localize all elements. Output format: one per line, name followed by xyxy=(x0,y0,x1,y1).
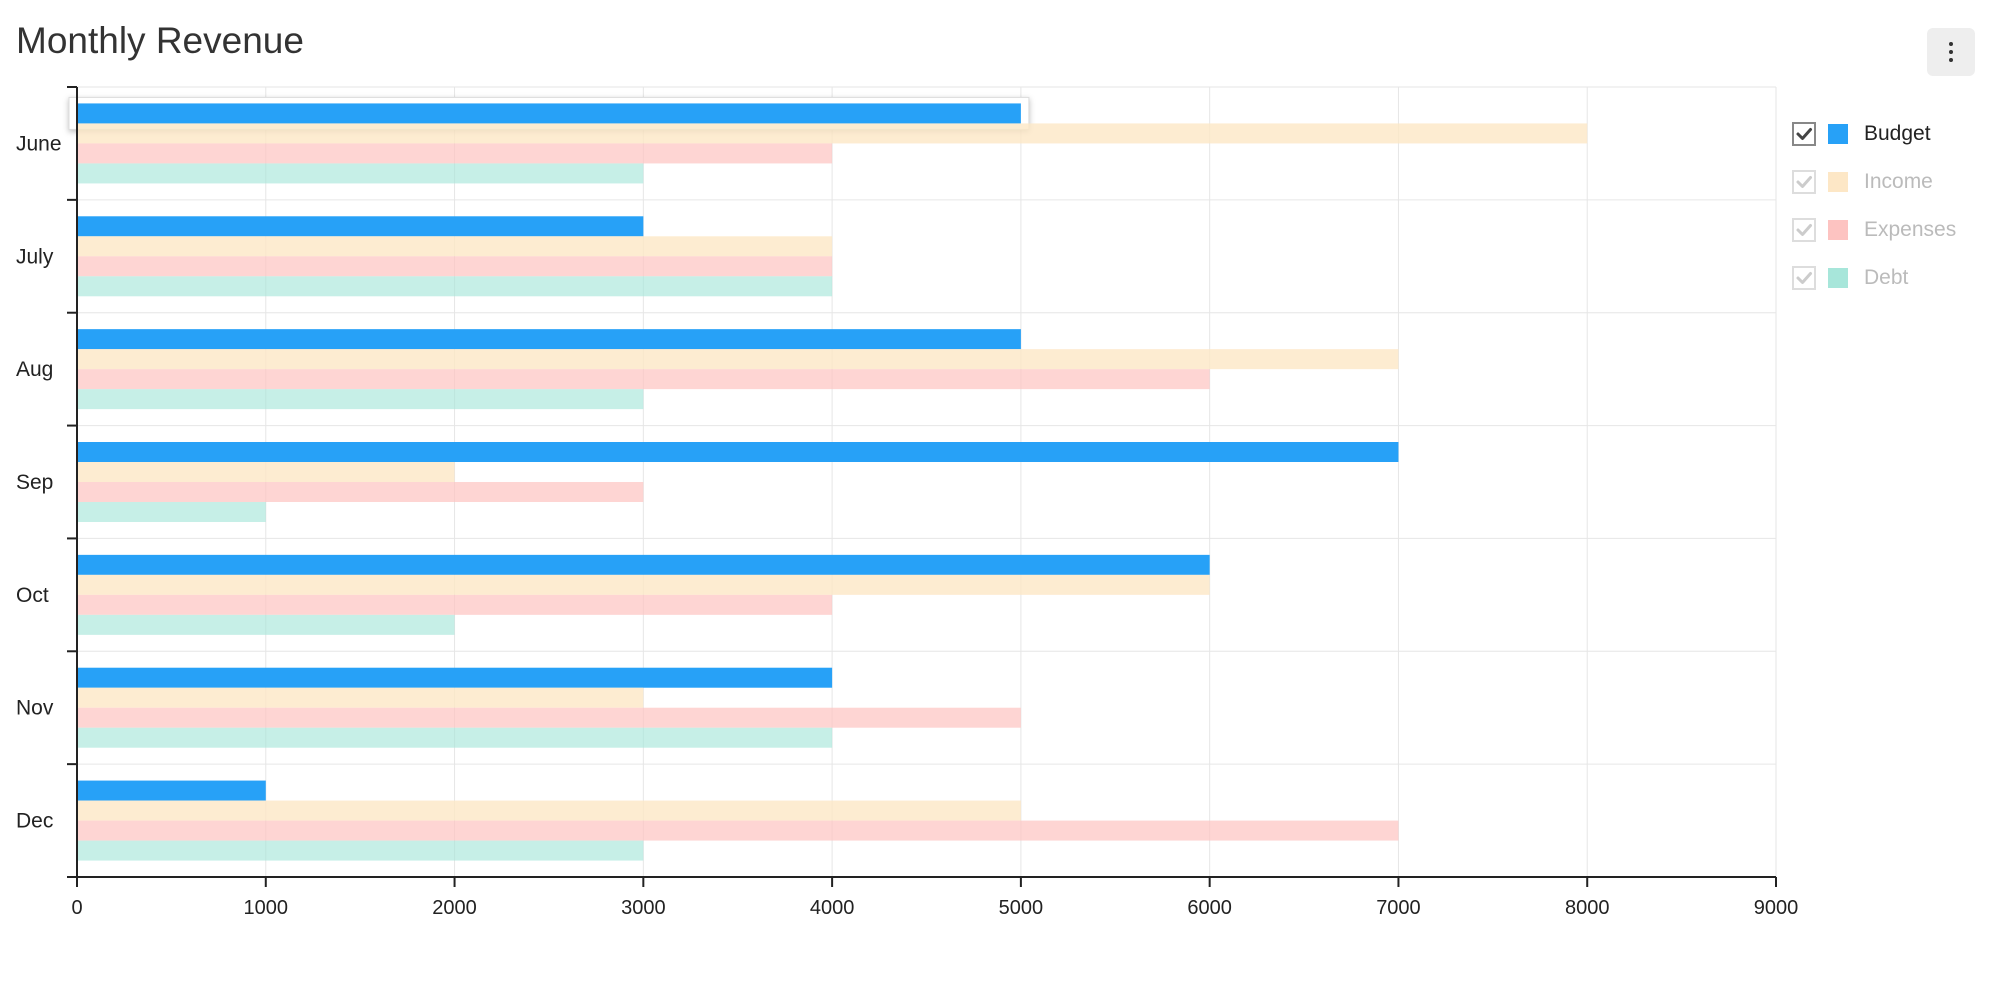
chart-title: Monthly Revenue xyxy=(16,20,304,61)
legend-item-income[interactable]: Income xyxy=(1792,158,1956,206)
legend-label: Expenses xyxy=(1864,218,1957,241)
bar-debt-sep xyxy=(77,502,266,522)
bar-debt-aug xyxy=(77,389,644,410)
bar-expenses-oct xyxy=(77,594,833,615)
bar-budget-nov xyxy=(77,667,833,688)
x-tick-label: 9000 xyxy=(1754,897,1799,919)
checkmark-icon[interactable] xyxy=(1792,122,1816,146)
x-tick-label: 7000 xyxy=(1376,897,1421,919)
bar-expenses-nov xyxy=(77,707,1021,728)
checkmark-icon[interactable] xyxy=(1792,170,1816,194)
bar-debt-june xyxy=(77,163,644,184)
bar-debt-nov xyxy=(77,727,833,748)
bar-expenses-sep xyxy=(77,482,644,502)
chart-legend: Budget Income Expenses Debt xyxy=(1792,110,1956,302)
bar-budget-june xyxy=(77,103,1021,124)
bar-income-june xyxy=(77,123,1588,144)
x-tick-label: 4000 xyxy=(810,897,855,919)
bar-expenses-june xyxy=(77,143,833,164)
checkmark-icon[interactable] xyxy=(1792,266,1816,290)
bar-debt-july xyxy=(77,276,833,297)
y-category-label: July xyxy=(16,245,54,268)
y-category-label: Aug xyxy=(16,358,53,381)
y-category-label: June xyxy=(16,132,62,155)
legend-label: Debt xyxy=(1864,266,1909,289)
bar-income-dec xyxy=(77,800,1021,821)
bar-expenses-aug xyxy=(77,369,1210,390)
y-category-label: Sep xyxy=(16,471,53,494)
legend-swatch xyxy=(1828,268,1848,288)
bars xyxy=(68,96,1588,861)
legend-item-debt[interactable]: Debt xyxy=(1792,254,1956,302)
x-tick-label: 1000 xyxy=(244,897,289,919)
x-tick-label: 8000 xyxy=(1565,897,1610,919)
bar-budget-july xyxy=(77,216,644,237)
bar-income-nov xyxy=(77,687,644,708)
legend-swatch xyxy=(1828,172,1848,192)
chart-menu-button[interactable] xyxy=(1927,28,1975,76)
x-tick-label: 6000 xyxy=(1187,897,1232,919)
bar-income-sep xyxy=(77,462,455,482)
bar-debt-oct xyxy=(77,614,455,635)
bar-expenses-july xyxy=(77,256,833,277)
bar-income-oct xyxy=(77,574,1210,595)
checkmark-icon[interactable] xyxy=(1792,218,1816,242)
bar-budget-aug xyxy=(77,329,1021,350)
y-category-label: Nov xyxy=(16,697,54,720)
bar-budget-sep xyxy=(77,442,1399,462)
tick-labels: 0 1000 2000 3000 4000 5000 6000 7000 8000 9000 Jun… xyxy=(16,132,1798,919)
x-tick-label: 0 xyxy=(71,897,82,919)
legend-item-budget[interactable]: Budget xyxy=(1792,110,1956,158)
axes xyxy=(67,86,1777,887)
bar-budget-oct xyxy=(77,554,1210,575)
legend-label: Income xyxy=(1864,170,1933,193)
bar-budget-dec xyxy=(77,780,266,801)
bar-debt-dec xyxy=(77,840,644,861)
y-category-label: Dec xyxy=(16,810,53,833)
bar-income-aug xyxy=(77,349,1399,370)
bar-expenses-dec xyxy=(77,820,1399,841)
y-category-label: Oct xyxy=(16,584,49,607)
legend-label: Budget xyxy=(1864,122,1931,145)
bar-income-july xyxy=(77,236,833,257)
x-tick-label: 3000 xyxy=(621,897,666,919)
x-tick-label: 2000 xyxy=(432,897,477,919)
legend-item-expenses[interactable]: Expenses xyxy=(1792,206,1956,254)
more-vertical-icon xyxy=(1949,42,1953,62)
x-tick-label: 5000 xyxy=(999,897,1044,919)
legend-swatch xyxy=(1828,220,1848,240)
legend-swatch xyxy=(1828,124,1848,144)
